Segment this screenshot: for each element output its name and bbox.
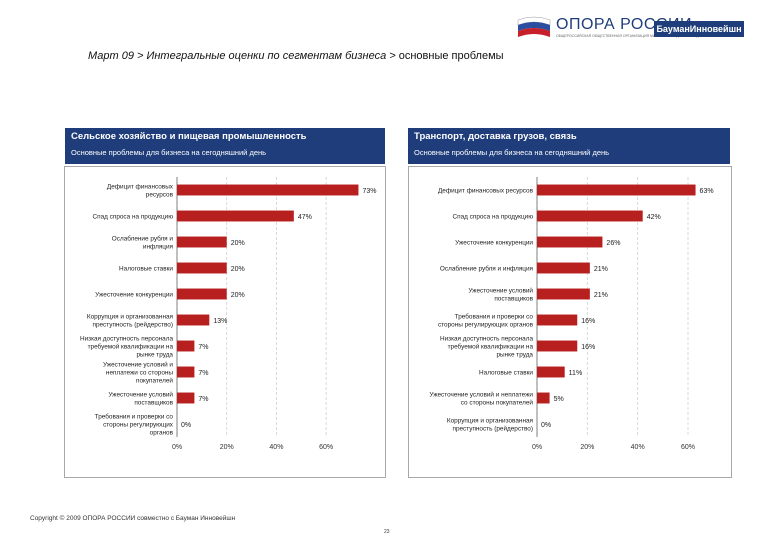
- right-chart-x-tick-label: 0%: [532, 444, 542, 451]
- right-chart-bar: [537, 392, 550, 404]
- left-chart-value-label: 20%: [231, 292, 245, 299]
- left-chart-category-label: Дефицит финансовых ресурсов: [107, 184, 174, 199]
- left-chart-x-tick-label: 60%: [319, 444, 333, 451]
- right-chart-value-label: 42%: [647, 214, 661, 221]
- left-chart-value-label: 7%: [198, 344, 208, 351]
- left-chart-bar: [177, 392, 195, 404]
- right-chart-value-label: 11%: [569, 370, 583, 377]
- left-chart-bar: [177, 288, 227, 300]
- left-chart-category-label: Ужесточение условий поставщиков: [108, 391, 173, 407]
- page-number: 23: [384, 529, 390, 535]
- left-chart-category-label: Низкая доступность персонала требуемой кв…: [80, 336, 173, 359]
- right-chart-category-label: Спад спроса на продукцию: [453, 214, 534, 221]
- right-chart-category-label: Ужесточение условий поставщиков: [468, 287, 533, 303]
- right-chart-value-label: 21%: [594, 292, 608, 299]
- right-chart-category-label: Дефицит финансовых ресурсов: [438, 188, 534, 195]
- right-chart-x-tick-label: 20%: [580, 444, 594, 451]
- partner-logo: БауманИнновейшн: [654, 21, 744, 37]
- logo-subtitle: ОБЩЕРОССИЙСКАЯ ОБЩЕСТВЕННАЯ ОРГАНИЗАЦИЯ …: [556, 34, 735, 38]
- right-chart-value-label: 21%: [594, 266, 608, 273]
- right-chart-frame: 0% 20% 40% 60% 63% Дефицит финансовых ресурсо…: [408, 166, 732, 478]
- copyright: Copyright © 2009 ОПОРА РОССИИ совместно …: [30, 515, 236, 522]
- right-chart-value-label: 63%: [700, 188, 714, 195]
- left-chart-value-label: 73%: [362, 188, 376, 195]
- left-chart-bar: [177, 184, 359, 196]
- left-panel-subtitle: Основные проблемы для бизнеса на сегодня…: [71, 148, 267, 157]
- right-chart-value-label: 26%: [606, 240, 620, 247]
- left-chart-category-label: Коррупция и организованная преступность (…: [87, 314, 174, 329]
- right-chart-x-tick-label: 40%: [631, 444, 645, 451]
- right-chart-value-label: 0%: [541, 422, 551, 429]
- right-chart-x-tick-label: 60%: [681, 444, 695, 451]
- left-chart-bar: [177, 210, 294, 222]
- left-chart-frame: 0% 20% 40% 60% 73% Дефицит финансовых ресурсов…: [64, 166, 386, 478]
- left-chart-value-label: 20%: [231, 240, 245, 247]
- right-chart-bar: [537, 314, 578, 326]
- left-chart-category-label: Ужесточение условий и неплатежи со сторон…: [103, 361, 173, 385]
- right-chart-category-label: Требования и проверки со стороны регулиру…: [438, 313, 534, 329]
- right-chart-bar: [537, 210, 643, 222]
- left-chart-x-tick-label: 0%: [172, 444, 182, 451]
- right-chart-value-label: 16%: [581, 344, 595, 351]
- right-chart-value-label: 5%: [554, 396, 564, 403]
- right-chart-bar: [537, 340, 578, 352]
- right-chart-category-label: Налоговые ставки: [479, 370, 533, 377]
- left-chart-value-label: 20%: [231, 266, 245, 273]
- left-chart-value-label: 0%: [181, 422, 191, 429]
- right-panel-header: Транспорт, доставка грузов, связь Основн…: [408, 128, 730, 164]
- right-chart-category-label: Ужесточение конкуренции: [455, 240, 533, 247]
- right-panel-title: Транспорт, доставка грузов, связь: [414, 131, 577, 142]
- page-title: Март 09 > Интегральные оценки по сегмент…: [88, 50, 504, 62]
- title-lead: Март 09 > Интегральные оценки по сегмент…: [88, 50, 396, 62]
- left-chart-bar: [177, 340, 195, 352]
- left-chart-value-label: 47%: [298, 214, 312, 221]
- left-panel-header: Сельское хозяйство и пищевая промышленно…: [65, 128, 385, 164]
- right-chart-bar: [537, 184, 696, 196]
- left-chart-category-label: Спад спроса на продукцию: [93, 214, 174, 221]
- left-chart-category-label: Налоговые ставки: [119, 266, 173, 273]
- left-chart-category-label: Требования и проверки со стороны регулиру…: [95, 413, 174, 437]
- left-chart-value-label: 7%: [198, 370, 208, 377]
- right-chart-bar: [537, 236, 603, 248]
- right-chart-bar: [537, 262, 590, 274]
- left-chart: 0% 20% 40% 60% 73% Дефицит финансовых ресурсов…: [80, 177, 376, 451]
- left-chart-category-label: Ослабление рубля и инфляция: [112, 235, 174, 251]
- right-panel-subtitle: Основные проблемы для бизнеса на сегодня…: [414, 148, 610, 157]
- right-chart-category-label: Ужесточение условий и неплатежи со сторон…: [429, 391, 533, 407]
- left-chart-value-label: 7%: [198, 396, 208, 403]
- right-chart-category-label: Низкая доступность персонала требуемой кв…: [440, 336, 533, 359]
- right-chart-category-label: Коррупция и организованная преступность (…: [447, 418, 534, 433]
- left-chart-x-tick-label: 20%: [220, 444, 234, 451]
- right-chart-bar: [537, 288, 590, 300]
- left-chart-bar: [177, 366, 195, 378]
- right-chart-bar: [537, 366, 565, 378]
- right-chart-value-label: 16%: [581, 318, 595, 325]
- right-chart-category-label: Ослабление рубля и инфляция: [440, 265, 534, 273]
- title-rest: основные проблемы: [395, 50, 504, 62]
- left-chart-bar: [177, 314, 210, 326]
- left-chart-bar: [177, 262, 227, 274]
- flag-icon: [517, 16, 551, 37]
- left-panel-title: Сельское хозяйство и пищевая промышленно…: [71, 131, 307, 142]
- left-chart-x-tick-label: 40%: [269, 444, 283, 451]
- right-chart: 0% 20% 40% 60% 63% Дефицит финансовых ресурсо…: [429, 177, 714, 451]
- left-chart-category-label: Ужесточение конкуренции: [95, 292, 173, 299]
- left-chart-value-label: 13%: [213, 318, 227, 325]
- left-chart-bar: [177, 236, 227, 248]
